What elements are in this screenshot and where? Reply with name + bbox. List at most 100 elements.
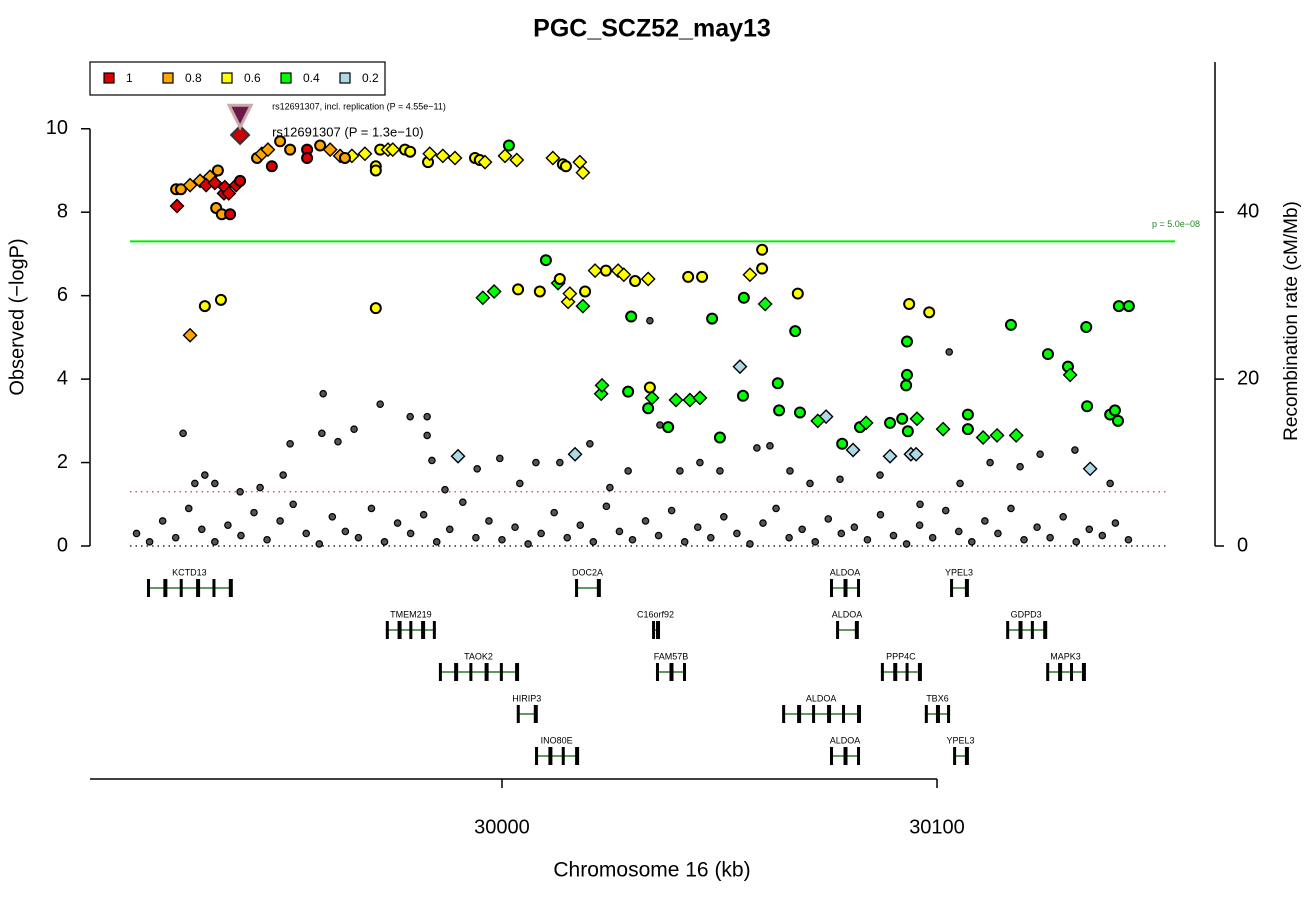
point: [642, 402, 655, 415]
point: [1036, 450, 1044, 459]
gene-exon: [905, 663, 909, 681]
gene-exon: [212, 579, 216, 597]
point: [696, 270, 709, 283]
legend-box: [89, 61, 386, 96]
point: [341, 527, 350, 536]
gene-label: ALDOA: [830, 735, 861, 745]
point: [616, 267, 632, 283]
gene-label: ALDOA: [830, 567, 861, 577]
gene-exon: [548, 747, 553, 765]
point: [858, 415, 874, 431]
point: [472, 533, 480, 542]
point: [328, 512, 337, 521]
y-tick-label: 8: [57, 200, 68, 222]
gene-label: INO80E: [541, 735, 573, 745]
point: [789, 325, 802, 338]
y2-tick-label: 0: [1237, 534, 1248, 556]
gene-exon: [499, 663, 503, 681]
point: [915, 521, 924, 529]
point: [824, 515, 833, 523]
point: [968, 538, 976, 546]
point: [646, 316, 654, 325]
point: [367, 504, 376, 513]
point: [318, 429, 326, 438]
point: [576, 521, 585, 529]
point: [201, 471, 209, 479]
point: [276, 517, 284, 525]
x-tick-label: 30100: [909, 816, 965, 838]
point: [876, 510, 885, 519]
point: [900, 379, 913, 392]
gene-exon: [1030, 621, 1034, 639]
point: [791, 287, 804, 300]
point: [537, 529, 545, 538]
point: [757, 296, 773, 312]
point: [716, 467, 724, 475]
point: [810, 413, 826, 429]
gene-exon: [438, 663, 442, 681]
gene-exon: [1046, 663, 1050, 681]
point: [1122, 300, 1135, 313]
point: [994, 529, 1002, 538]
gene-exon: [857, 747, 861, 765]
point: [221, 185, 237, 201]
point: [319, 389, 327, 398]
annotation-marker: [226, 103, 254, 131]
point: [182, 327, 198, 343]
point: [459, 498, 467, 506]
gene-exon: [842, 705, 846, 723]
gene-exon: [893, 663, 898, 681]
point: [836, 475, 844, 484]
point: [575, 298, 591, 314]
point: [1059, 512, 1067, 521]
legend-swatch: [162, 72, 174, 84]
gene-exon: [163, 579, 168, 597]
point: [563, 533, 572, 542]
point: [169, 198, 185, 214]
gene-label: C16orf92: [637, 609, 674, 619]
point: [615, 527, 624, 536]
point: [532, 458, 540, 467]
point: [428, 456, 436, 465]
gene-exon: [829, 747, 833, 765]
point: [274, 135, 287, 148]
point: [756, 262, 769, 275]
point: [301, 151, 314, 164]
point: [265, 160, 278, 173]
point: [450, 448, 466, 464]
point: [961, 423, 974, 436]
point: [556, 458, 564, 467]
point: [473, 465, 481, 473]
point: [562, 286, 578, 302]
point: [806, 479, 814, 488]
gene-exon: [655, 663, 659, 681]
gene-exon: [469, 663, 473, 681]
gene-exon: [1081, 663, 1086, 681]
point: [1106, 479, 1114, 488]
point: [641, 517, 650, 525]
point: [989, 427, 1005, 443]
point: [376, 400, 384, 408]
legend-label: 1: [126, 71, 133, 85]
y-axis-label: Observed (−logP): [6, 238, 28, 395]
point: [628, 535, 637, 544]
point: [732, 359, 748, 375]
gene-exon: [935, 705, 940, 723]
y-tick-label: 4: [57, 367, 68, 389]
point: [182, 177, 198, 193]
point: [889, 531, 898, 540]
gene-exon: [1043, 621, 1048, 639]
point: [736, 389, 749, 402]
point: [234, 174, 247, 187]
point: [445, 525, 454, 534]
y-tick-label: 6: [57, 284, 68, 306]
gene-label: YPEL3: [945, 567, 973, 577]
point: [369, 302, 382, 315]
gene-exon: [812, 705, 816, 723]
point: [935, 421, 951, 437]
point: [900, 368, 913, 381]
point: [981, 517, 989, 525]
gene-label: FAM57B: [654, 651, 689, 661]
gene-exon: [1070, 663, 1074, 681]
point: [798, 525, 806, 534]
